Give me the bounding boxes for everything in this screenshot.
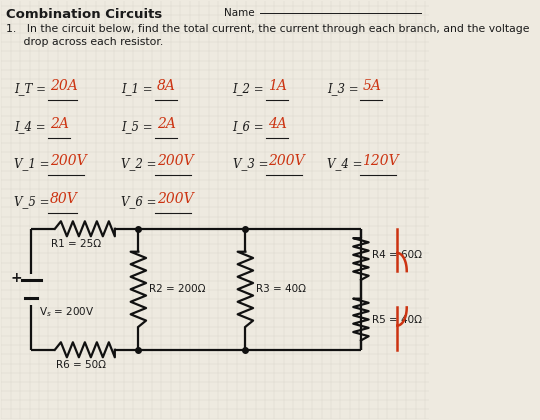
Text: I_3 =: I_3 = — [327, 82, 362, 95]
Text: 120V: 120V — [362, 154, 399, 168]
Text: I_2 =: I_2 = — [233, 82, 268, 95]
Text: 200V: 200V — [268, 154, 305, 168]
Text: 80V: 80V — [50, 192, 78, 206]
Text: I_T =: I_T = — [14, 82, 50, 95]
Text: R2 = 200Ω: R2 = 200Ω — [149, 284, 206, 294]
Text: 2A: 2A — [50, 117, 69, 131]
Text: I_6 =: I_6 = — [233, 120, 268, 133]
Text: 200V: 200V — [157, 192, 193, 206]
Text: drop across each resistor.: drop across each resistor. — [5, 37, 163, 47]
Text: V_5 =: V_5 = — [14, 195, 53, 208]
Text: I_5 =: I_5 = — [122, 120, 157, 133]
Text: 1.   In the circuit below, find the total current, the current through each bran: 1. In the circuit below, find the total … — [5, 24, 529, 34]
Text: R4 = 60Ω: R4 = 60Ω — [372, 250, 422, 260]
Text: R5 = 40Ω: R5 = 40Ω — [372, 315, 422, 325]
Text: V_4 =: V_4 = — [327, 158, 366, 171]
Text: V_2 =: V_2 = — [122, 158, 160, 171]
Text: 200V: 200V — [50, 154, 86, 168]
Text: 8A: 8A — [157, 79, 176, 93]
Text: 200V: 200V — [157, 154, 193, 168]
Text: 2A: 2A — [157, 117, 176, 131]
Text: 20A: 20A — [50, 79, 78, 93]
Text: V_6 =: V_6 = — [122, 195, 160, 208]
Text: I_1 =: I_1 = — [122, 82, 157, 95]
Text: R6 = 50Ω: R6 = 50Ω — [56, 360, 106, 370]
Text: +: + — [11, 271, 22, 285]
Text: V_3 =: V_3 = — [233, 158, 272, 171]
Text: V$_s$ = 200V: V$_s$ = 200V — [39, 305, 94, 319]
Text: Combination Circuits: Combination Circuits — [5, 8, 162, 21]
Text: 1A: 1A — [268, 79, 287, 93]
Text: Name: Name — [224, 8, 254, 18]
Text: I_4 =: I_4 = — [14, 120, 50, 133]
Text: R1 = 25Ω: R1 = 25Ω — [51, 239, 102, 249]
Text: 5A: 5A — [362, 79, 381, 93]
Text: R3 = 40Ω: R3 = 40Ω — [256, 284, 306, 294]
Text: V_1 =: V_1 = — [14, 158, 53, 171]
Text: 4A: 4A — [268, 117, 287, 131]
